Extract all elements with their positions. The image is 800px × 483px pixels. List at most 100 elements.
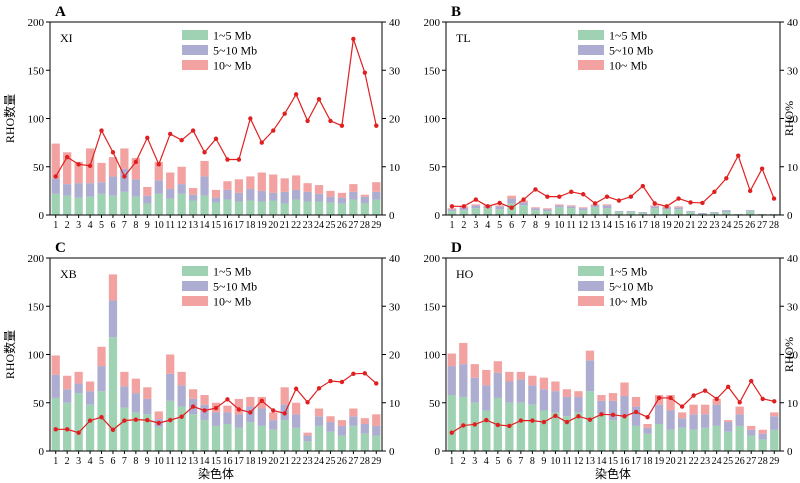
rho-point-C-28 — [362, 371, 368, 376]
xtick-label-A-6: 6 — [110, 220, 115, 231]
rho-point-A-18 — [248, 116, 253, 121]
legend-label-C-2: 5~10 Mb — [213, 280, 257, 294]
bar-D-1-8 — [528, 404, 537, 451]
rho-point-C-23 — [305, 400, 310, 405]
bar-B-3-3 — [471, 204, 481, 206]
xtick-label-D-6: 6 — [507, 456, 512, 467]
bar-D-3-18 — [643, 423, 652, 428]
rho-point-A-8 — [133, 159, 139, 165]
rho-point-D-9 — [541, 419, 547, 425]
rho-point-B-27 — [759, 166, 765, 171]
xtick-label-D-11: 11 — [562, 456, 572, 467]
bar-D-3-2 — [459, 342, 468, 365]
bar-A-2-24 — [314, 193, 324, 202]
ytick-right-label-A: 30 — [389, 65, 401, 77]
bar-D-1-20 — [666, 429, 675, 451]
rho-point-D-18 — [645, 415, 650, 420]
xtick-label-A-12: 12 — [177, 220, 187, 231]
rho-point-B-11 — [569, 189, 574, 195]
rho-point-B-3 — [473, 197, 479, 202]
xtick-label-B-4: 4 — [485, 220, 490, 231]
xtick-label-B-6: 6 — [509, 220, 514, 231]
rho-point-A-12 — [179, 138, 184, 143]
ytick-right-label-C: 40 — [389, 253, 401, 265]
bar-D-3-4 — [482, 369, 491, 386]
bar-D-1-24 — [712, 425, 721, 451]
rho-point-C-7 — [122, 418, 127, 423]
rho-point-C-19 — [259, 398, 264, 404]
xtick-label-C-17: 17 — [234, 456, 244, 467]
bar-C-1-22 — [292, 427, 301, 451]
bar-D-2-16 — [620, 396, 629, 418]
legend-swatch-C-3 — [182, 296, 208, 306]
ytick-left-label-B: 50 — [429, 162, 441, 174]
ytick-left-label-C: 200 — [28, 253, 45, 265]
xtick-label-D-28: 28 — [758, 456, 768, 467]
xtick-label-D-1: 1 — [449, 456, 454, 467]
xtick-label-A-24: 24 — [314, 220, 324, 231]
ytick-left-label-D: 150 — [424, 301, 441, 313]
rho-point-D-16 — [622, 414, 627, 419]
bar-C-3-27 — [349, 408, 358, 417]
xtick-label-B-5: 5 — [497, 220, 502, 231]
bar-D-3-15 — [608, 393, 618, 401]
bar-D-1-1 — [447, 395, 456, 451]
xtick-label-A-21: 21 — [280, 220, 290, 231]
rho-point-A-29 — [374, 123, 379, 128]
bar-A-1-26 — [337, 203, 347, 215]
bar-B-1-7 — [519, 205, 528, 215]
bar-A-3-29 — [372, 182, 381, 192]
bar-C-1-18 — [246, 422, 255, 451]
bar-A-1-2 — [63, 195, 72, 215]
rho-point-B-16 — [628, 194, 634, 199]
bar-B-1-19 — [662, 209, 671, 215]
bar-D-2-12 — [574, 396, 583, 413]
xtick-label-B-24: 24 — [721, 220, 731, 231]
legend-swatch-D-2 — [578, 281, 604, 291]
ytick-left-label-B: 150 — [424, 65, 441, 77]
bar-A-1-19 — [257, 201, 266, 215]
bar-B-2-14 — [602, 205, 612, 209]
bar-D-1-3 — [470, 402, 479, 451]
xtick-label-C-27: 27 — [348, 456, 358, 467]
xtick-label-A-16: 16 — [222, 220, 232, 231]
bar-B-2-2 — [459, 207, 469, 211]
bar-A-2-18 — [246, 188, 255, 201]
rho-point-A-7 — [122, 174, 127, 179]
rho-point-C-27 — [351, 371, 356, 376]
xlabel-C: 染色体 — [198, 466, 234, 481]
bar-D-3-11 — [562, 389, 572, 397]
rho-point-A-22 — [293, 92, 299, 97]
bar-C-2-26 — [337, 425, 347, 436]
bar-D-2-28 — [758, 433, 767, 440]
bar-C-3-16 — [223, 405, 232, 413]
bar-D-3-21 — [677, 412, 687, 419]
bar-A-2-26 — [337, 197, 347, 204]
rho-point-B-14 — [604, 194, 610, 199]
bar-A-3-12 — [177, 166, 186, 185]
bar-C-3-20 — [269, 412, 278, 421]
bar-D-3-5 — [493, 361, 502, 373]
bar-C-3-6 — [108, 274, 118, 301]
rho-point-D-19 — [656, 395, 662, 401]
bar-B-2-9 — [543, 209, 552, 212]
xtick-label-A-19: 19 — [257, 220, 267, 231]
xtick-label-C-25: 25 — [325, 456, 335, 467]
bar-C-2-25 — [326, 422, 335, 432]
bar-B-1-26 — [745, 211, 755, 215]
rho-point-B-1 — [449, 204, 455, 209]
rho-point-A-4 — [87, 163, 93, 168]
bar-C-3-21 — [280, 387, 289, 405]
bar-A-2-12 — [177, 184, 186, 194]
bar-A-2-1 — [51, 178, 60, 194]
bar-B-3-1 — [447, 208, 457, 210]
bar-A-2-5 — [97, 182, 106, 194]
xtick-label-B-15: 15 — [614, 220, 624, 231]
bar-D-2-17 — [631, 406, 641, 426]
bar-A-2-20 — [269, 192, 278, 201]
legend-swatch-D-1 — [578, 266, 604, 276]
xtick-label-C-4: 4 — [88, 456, 93, 467]
bar-B-2-22 — [698, 213, 707, 215]
rho-point-B-26 — [747, 188, 753, 194]
